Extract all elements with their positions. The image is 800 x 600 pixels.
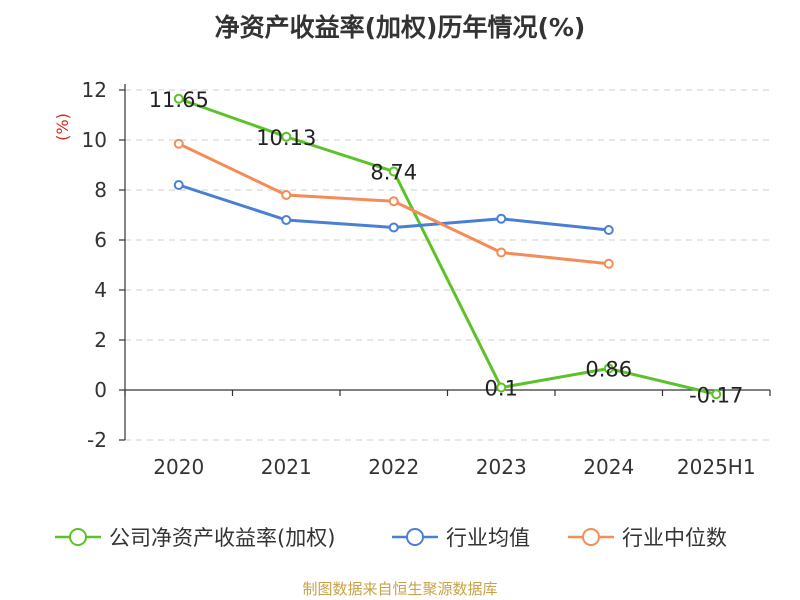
series-point-2 (281, 190, 292, 200)
series-point-2 (173, 138, 184, 149)
legend-swatch (392, 528, 438, 546)
axes: -2 0 2 4 6 8 10 12 2020 2021 2022 2023 2024 2025H1 (82, 78, 771, 479)
y-tick-label: -2 (87, 428, 107, 452)
legend-swatch-marker (69, 528, 87, 546)
x-tick-label: 2023 (476, 455, 527, 479)
x-tick-label: 2020 (153, 455, 204, 479)
legend-item[interactable]: 行业中位数 (568, 520, 727, 554)
series-point-1 (173, 180, 184, 190)
data-label: 11.65 (149, 88, 209, 112)
series-line-0 (178, 97, 717, 396)
x-tick-label: 2022 (368, 455, 419, 479)
series-point-1 (496, 213, 507, 224)
data-label: 0.1 (485, 377, 518, 401)
grid-lines (125, 89, 770, 441)
series-point-0 (496, 382, 507, 393)
series-point-2 (388, 196, 399, 207)
series-point-1 (603, 225, 614, 235)
x-tick-label: 2024 (583, 455, 634, 479)
series-lines (173, 93, 722, 400)
data-label: 0.86 (585, 358, 632, 382)
legend-label: 行业中位数 (622, 526, 727, 550)
legend-swatch-marker (582, 528, 600, 546)
legend-item[interactable]: 公司净资产收益率(加权) (55, 520, 335, 554)
chart-title: 净资产收益率(加权)历年情况(%) (214, 13, 586, 42)
x-tick-label: 2021 (261, 455, 312, 479)
data-label: 8.74 (370, 161, 417, 185)
series-point-0 (281, 131, 292, 142)
y-tick-label: 6 (94, 228, 107, 252)
y-tick-label: 10 (82, 128, 107, 152)
series-point-1 (281, 215, 292, 225)
series-point-0 (711, 389, 722, 400)
y-tick-label: 2 (94, 328, 107, 352)
y-tick-label: 8 (94, 178, 107, 202)
y-tick-label: 4 (94, 278, 107, 302)
legend-label: 公司净资产收益率(加权) (109, 526, 336, 550)
legend-label: 行业均值 (446, 526, 530, 550)
data-label: -0.17 (689, 383, 743, 407)
series-point-0 (603, 363, 614, 374)
y-axis-label: (%) (53, 113, 72, 141)
series-point-2 (496, 247, 507, 258)
y-tick-label: 0 (94, 378, 107, 402)
data-label: 10.13 (256, 126, 316, 150)
y-tick-label: 12 (82, 78, 107, 102)
legend-swatch (568, 528, 614, 546)
legend-swatch-marker (406, 528, 424, 546)
x-tick-label: 2025H1 (677, 455, 756, 479)
legend-item[interactable]: 行业均值 (392, 520, 530, 554)
data-labels: 11.65 10.13 8.74 0.1 0.86 -0.17 (149, 88, 744, 408)
series-point-0 (173, 93, 184, 104)
series-point-1 (388, 222, 399, 233)
legend: 公司净资产收益率(加权) 行业均值 行业中位数 (0, 520, 800, 554)
legend-swatch (55, 528, 101, 546)
series-point-2 (603, 258, 614, 269)
series-point-0 (388, 166, 399, 177)
source-note: 制图数据来自恒生聚源数据库 (302, 580, 498, 598)
